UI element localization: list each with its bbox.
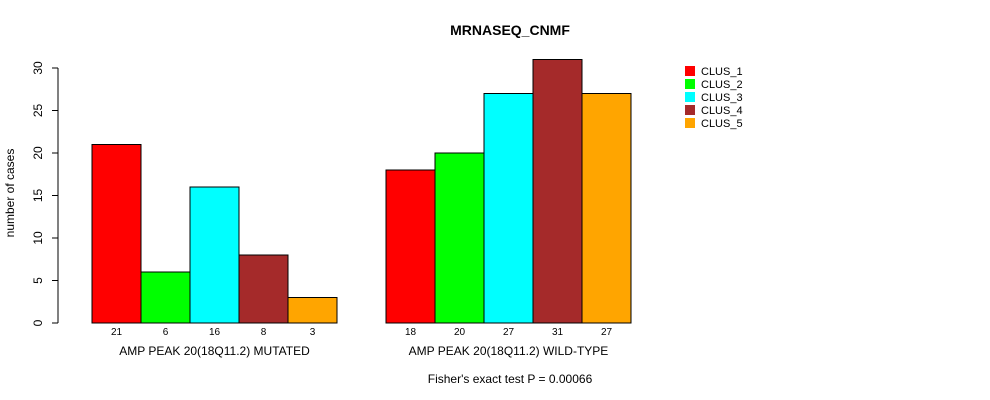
y-tick-label: 10 <box>31 231 45 245</box>
bar-clus-1 <box>91 144 142 324</box>
legend-label: CLUS_2 <box>701 79 743 91</box>
group-labels: AMP PEAK 20(18Q11.2) MUTATED AMP PEAK 20(… <box>119 344 608 358</box>
legend-swatch <box>685 79 695 89</box>
bars <box>91 59 632 324</box>
y-tick-label: 15 <box>31 189 45 203</box>
legend-label: CLUS_1 <box>701 66 743 78</box>
fisher-test-footnote: Fisher's exact test P = 0.00066 <box>428 372 593 386</box>
bar-count-label: 31 <box>552 327 564 338</box>
y-tick-label: 5 <box>31 277 45 284</box>
bar-clus-4 <box>532 59 583 324</box>
group-label: AMP PEAK 20(18Q11.2) MUTATED <box>119 344 310 358</box>
legend-swatch <box>685 66 695 76</box>
bar-clus-5 <box>581 93 632 324</box>
bar-count-label: 16 <box>209 327 221 338</box>
legend-label: CLUS_5 <box>701 118 743 130</box>
legend-swatch <box>685 105 695 115</box>
bar-clus-1 <box>385 169 436 324</box>
chart-title: MRNASEQ_CNMF <box>450 22 570 38</box>
bar-clus-5 <box>287 297 338 324</box>
y-axis: 0 5 10 15 20 25 30 <box>31 61 59 326</box>
y-tick-label: 20 <box>31 146 45 160</box>
bar-clus-4 <box>238 254 289 324</box>
legend-swatch <box>685 92 695 102</box>
y-tick-label: 0 <box>31 319 45 326</box>
bar-count-label: 18 <box>405 327 417 338</box>
legend-label: CLUS_4 <box>701 105 743 117</box>
bar-clus-3 <box>189 186 240 324</box>
y-tick-label: 30 <box>31 61 45 75</box>
group-label: AMP PEAK 20(18Q11.2) WILD-TYPE <box>409 344 609 358</box>
bar-count-label: 20 <box>454 327 466 338</box>
bar-count-labels: 21 6 16 8 3 18 20 27 31 27 <box>111 327 613 338</box>
bar-count-label: 27 <box>601 327 613 338</box>
bar-count-label: 8 <box>261 327 267 338</box>
bar-clus-2 <box>434 152 485 324</box>
bar-count-label: 3 <box>310 327 316 338</box>
bar-clus-2 <box>140 271 191 324</box>
legend-label: CLUS_3 <box>701 92 743 104</box>
bar-clus-3 <box>483 93 534 324</box>
y-tick-label: 25 <box>31 104 45 118</box>
bar-count-label: 21 <box>111 327 123 338</box>
legend-swatch <box>685 118 695 128</box>
bar-count-label: 27 <box>503 327 515 338</box>
y-axis-label: number of cases <box>3 149 17 238</box>
bar-count-label: 6 <box>163 327 169 338</box>
